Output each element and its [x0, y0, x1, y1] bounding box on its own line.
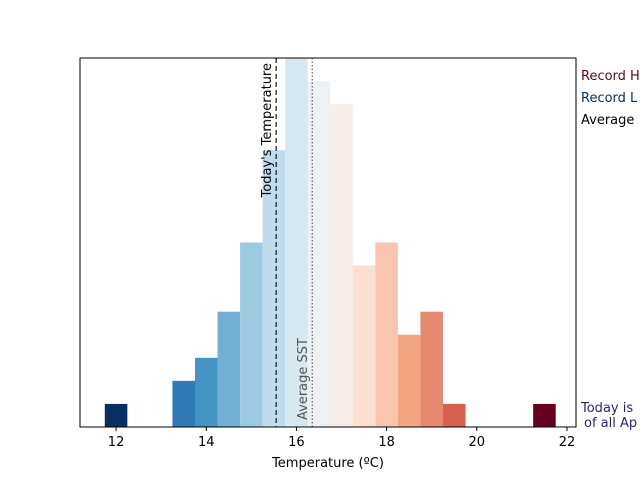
x-tick-label: 16	[288, 435, 305, 450]
histogram-bar-6	[285, 58, 308, 427]
x-tick-label: 12	[108, 435, 125, 450]
x-axis-title: Temperature (ºC)	[271, 456, 384, 471]
histogram-bar-7	[307, 81, 331, 427]
x-tick-label: 22	[559, 435, 576, 450]
side-legend: Record H Record L Average	[581, 69, 640, 128]
histogram-bar-1	[172, 380, 195, 427]
today-rank-line1: Today is	[580, 401, 633, 416]
histogram-bar-9	[352, 265, 376, 427]
x-axis-ticks: 12 14 16 18 20 22	[108, 427, 575, 450]
x-tick-label: 20	[469, 435, 486, 450]
today-rank-line2: of all Ap	[584, 416, 637, 431]
record-low-label: Record L	[581, 91, 638, 106]
x-tick-label: 18	[378, 435, 395, 450]
histogram-bar-14	[533, 403, 556, 427]
x-tick-label: 14	[198, 435, 215, 450]
histogram-bar-4	[240, 242, 263, 427]
today-rank-note: Today is of all Ap	[580, 401, 637, 431]
histogram-bar-11	[397, 334, 421, 427]
histogram-bar-0	[104, 403, 128, 427]
reference-lines	[275, 58, 313, 427]
today-temperature-label: Today's Temperature	[260, 63, 275, 198]
record-high-label: Record H	[581, 69, 640, 84]
histogram-bar-3	[217, 311, 241, 427]
histogram-bar-13	[442, 403, 466, 427]
histogram-bar-10	[375, 242, 398, 427]
average-sst-label: Average SST	[296, 338, 311, 420]
histogram-bar-5	[262, 150, 286, 427]
plot-frame	[79, 57, 577, 428]
histogram-bars	[104, 58, 556, 427]
histogram-bar-8	[330, 104, 353, 427]
average-label: Average	[581, 113, 634, 128]
histogram-bar-2	[194, 357, 218, 427]
histogram-bar-12	[420, 311, 443, 427]
